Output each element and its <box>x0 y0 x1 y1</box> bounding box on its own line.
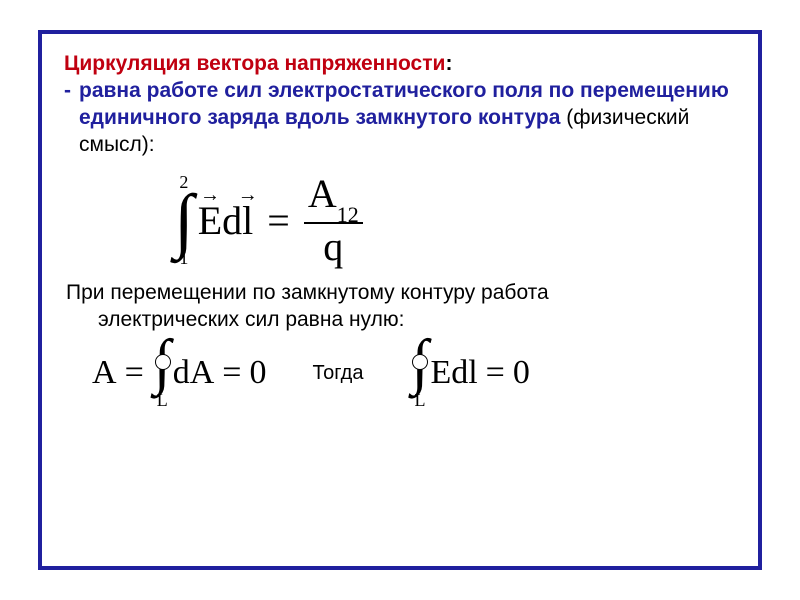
f2-eq1: = <box>125 356 144 390</box>
para2-line1: При перемещении по замкнутому контуру ра… <box>66 279 736 306</box>
f3-d: d <box>451 356 468 390</box>
f3-l: l <box>468 356 477 390</box>
paragraph-2: При перемещении по замкнутому контуру ра… <box>66 279 736 334</box>
title: Циркуляция вектора напряженности: <box>64 52 736 76</box>
f2-eq2: = <box>222 356 241 390</box>
frac-num: A12 <box>304 173 363 220</box>
arrow-icon: → <box>238 185 258 205</box>
formula-1: 2 ∫ 1 → E d → l = A12 q <box>174 173 736 269</box>
f2-zero: 0 <box>249 356 266 390</box>
vec-l: → l <box>242 201 253 241</box>
formula-2: A = ∫ L dA = 0 <box>92 337 266 409</box>
integral-block: 2 ∫ 1 <box>174 173 194 269</box>
oint-circle-icon <box>155 354 171 370</box>
oint-circle-icon <box>412 354 428 370</box>
sym-A: A <box>308 171 337 216</box>
f2-A: A <box>92 356 117 390</box>
content-frame: Циркуляция вектора напряженности: - равн… <box>38 30 762 570</box>
oint-block-2: ∫ L <box>411 337 428 409</box>
formula-3: ∫ L Edl = 0 <box>409 337 529 409</box>
f2-dA: dA <box>173 356 215 390</box>
f3-eq: = <box>486 356 505 390</box>
f3-E: E <box>430 356 451 390</box>
title-red: Циркуляция вектора напряженности <box>64 52 445 75</box>
bullet-row: - равна работе сил электростатического п… <box>64 78 736 159</box>
bullet-text: равна работе сил электростатического пол… <box>79 78 736 159</box>
sym-d1: d <box>222 201 242 241</box>
slide: Циркуляция вектора напряженности: - равн… <box>0 0 800 600</box>
frac-den: q <box>319 226 347 268</box>
formula-row: A = ∫ L dA = 0 Тогда ∫ L Edl = 0 <box>92 337 736 409</box>
arrow-icon: → <box>200 185 220 205</box>
f3-zero: 0 <box>513 356 530 390</box>
oint-sign-1: ∫ <box>154 337 171 387</box>
sym-A-sub: 12 <box>337 202 359 227</box>
title-colon: : <box>445 52 452 75</box>
sym-eq: = <box>267 201 290 241</box>
vec-E: → E <box>198 201 222 241</box>
integral-sign: ∫ <box>174 193 194 249</box>
bullet-dash: - <box>64 78 71 104</box>
togda-label: Тогда <box>312 362 363 385</box>
oint-block-1: ∫ L <box>154 337 171 409</box>
oint-sign-2: ∫ <box>411 337 428 387</box>
fraction: A12 q <box>304 173 363 268</box>
